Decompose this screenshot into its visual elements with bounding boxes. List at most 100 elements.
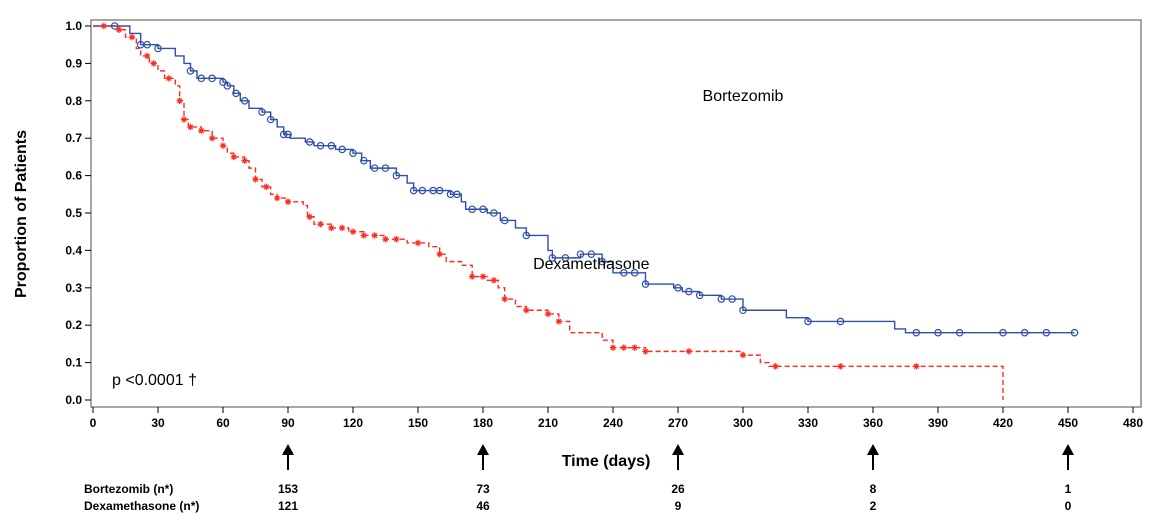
time-arrow-head xyxy=(477,444,489,455)
time-arrow-head xyxy=(282,444,294,455)
censor-marker-bortezomib xyxy=(955,328,964,337)
censor-marker-bortezomib xyxy=(392,171,401,180)
risk-value: 73 xyxy=(476,482,490,496)
series-line-bortezomib xyxy=(93,25,1075,334)
x-tick-label: 90 xyxy=(281,416,295,430)
censor-marker-bortezomib xyxy=(630,269,639,277)
x-tick-label: 300 xyxy=(733,416,753,430)
censor-marker-bortezomib xyxy=(435,186,444,195)
censor-marker-bortezomib xyxy=(219,78,227,86)
censor-marker-dexamethasone xyxy=(501,295,508,303)
labels-layer: Bortezomib Dexamethasone xyxy=(533,88,783,273)
censor-marker-bortezomib xyxy=(468,205,476,214)
censor-marker-dexamethasone xyxy=(371,232,378,239)
y-tick-label: 0.7 xyxy=(65,131,82,145)
censor-marker-bortezomib xyxy=(739,306,747,315)
censor-marker-bortezomib xyxy=(279,130,288,139)
plot-frame xyxy=(90,19,1142,408)
censor-marker-bortezomib xyxy=(490,209,498,217)
x-tick-label: 420 xyxy=(993,416,1013,430)
censor-marker-bortezomib xyxy=(674,283,682,292)
x-tick-label: 330 xyxy=(798,416,818,430)
time-arrow-head xyxy=(672,444,684,455)
censor-marker-dexamethasone xyxy=(393,235,400,243)
censor-marker-bortezomib xyxy=(548,254,557,262)
y-tick-label: 0.3 xyxy=(65,281,82,295)
x-tick-label: 180 xyxy=(473,416,493,430)
censor-marker-bortezomib xyxy=(1070,328,1079,337)
risk-row-label: Dexamethasone (n*) xyxy=(84,499,199,513)
censor-marker-dexamethasone xyxy=(198,127,205,134)
y-axis-title: Proportion of Patients xyxy=(13,130,30,298)
x-axis: 0 30 60 90 120 150 180 210 240 270 300 330 360 390 420… xyxy=(90,407,1143,430)
censor-marker-dexamethasone xyxy=(263,183,270,191)
y-tick-label: 0.8 xyxy=(65,94,82,108)
y-tick-label: 1.0 xyxy=(65,19,82,33)
censor-marker-bortezomib xyxy=(327,141,336,150)
censor-marker-bortezomib xyxy=(240,97,249,105)
x-tick-label: 450 xyxy=(1058,416,1078,430)
time-arrow-head xyxy=(1062,444,1074,455)
censor-marker-dexamethasone xyxy=(128,34,136,41)
censor-marker-bortezomib xyxy=(479,205,487,214)
censor-marker-dexamethasone xyxy=(208,135,216,142)
censor-marker-bortezomib xyxy=(338,145,346,154)
censor-marker-bortezomib xyxy=(232,89,240,98)
censor-marker-dexamethasone xyxy=(523,307,530,314)
censor-marker-dexamethasone xyxy=(176,97,183,104)
censor-marker-bortezomib xyxy=(728,295,736,303)
censor-marker-bortezomib xyxy=(587,250,596,258)
risk-value: 2 xyxy=(870,499,877,513)
censor-marker-bortezomib xyxy=(409,186,418,195)
censor-marker-dexamethasone xyxy=(555,318,563,325)
censor-marker-bortezomib xyxy=(208,74,216,83)
censor-marker-dexamethasone xyxy=(328,224,335,232)
censor-marker-bortezomib xyxy=(1020,328,1029,337)
censor-marker-bortezomib xyxy=(223,82,232,90)
censor-marker-bortezomib xyxy=(576,250,585,258)
censor-marker-dexamethasone xyxy=(436,250,443,258)
censor-marker-bortezomib xyxy=(912,328,921,337)
censor-marker-bortezomib xyxy=(305,138,314,146)
censor-marker-dexamethasone xyxy=(772,363,779,370)
x-axis-title: Time (days) xyxy=(562,453,651,470)
y-tick-label: 0.2 xyxy=(65,318,82,332)
censor-marker-bortezomib xyxy=(934,328,942,337)
censor-marker-bortezomib xyxy=(453,190,461,199)
p-value-annotation: p <0.0001 † xyxy=(112,372,197,389)
series-line-dexamethasone xyxy=(93,25,1004,400)
censor-marker-dexamethasone xyxy=(382,235,389,243)
y-axis: 0.0 0.1 0.2 0.3 0.4 0.5 0.6 0.7 0.8 0.9 1.0 xyxy=(65,19,91,407)
censor-marker-bortezomib xyxy=(717,295,726,303)
censor-marker-dexamethasone xyxy=(913,363,920,370)
censor-marker-dexamethasone xyxy=(338,224,346,232)
censor-marker-bortezomib xyxy=(999,328,1007,337)
risk-value: 26 xyxy=(671,482,685,496)
censor-marker-bortezomib xyxy=(695,291,704,300)
censor-marker-bortezomib xyxy=(1042,328,1051,337)
censor-marker-bortezomib xyxy=(561,254,570,262)
censor-marker-dexamethasone xyxy=(100,22,108,30)
risk-value: 46 xyxy=(476,499,490,513)
y-tick-label: 0.5 xyxy=(65,206,82,220)
censor-marker-dexamethasone xyxy=(165,75,173,82)
censor-marker-dexamethasone xyxy=(219,142,227,149)
censor-marker-bortezomib xyxy=(620,269,628,277)
markers-layer xyxy=(100,22,1079,370)
censor-marker-bortezomib xyxy=(316,141,325,150)
risk-value: 121 xyxy=(278,499,298,513)
censor-marker-dexamethasone xyxy=(187,123,194,131)
censor-marker-dexamethasone xyxy=(317,221,324,228)
series-label: Bortezomib xyxy=(703,88,784,105)
censor-marker-dexamethasone xyxy=(115,26,123,33)
censor-marker-dexamethasone xyxy=(230,153,238,161)
censor-marker-bortezomib xyxy=(349,149,357,157)
censor-marker-bortezomib xyxy=(500,216,509,225)
censor-marker-bortezomib xyxy=(143,40,151,49)
censor-marker-dexamethasone xyxy=(837,363,844,370)
x-tick-label: 240 xyxy=(603,416,623,430)
censor-marker-dexamethasone xyxy=(620,344,628,351)
censor-marker-dexamethasone xyxy=(150,60,157,67)
censor-marker-dexamethasone xyxy=(490,277,498,284)
